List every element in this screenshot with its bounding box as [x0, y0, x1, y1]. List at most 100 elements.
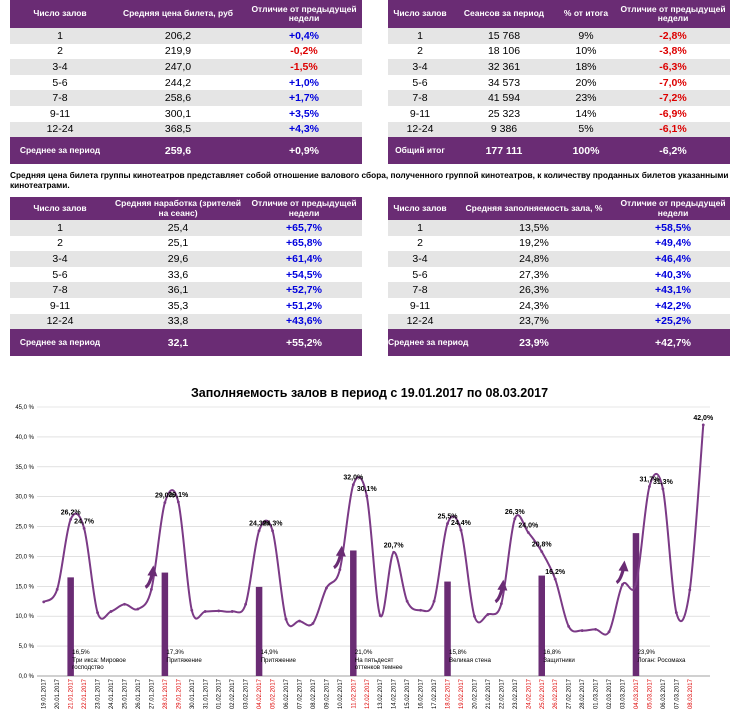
- point-label: 31,3%: [653, 479, 674, 486]
- x-tick-label: 19.01.2017: [42, 678, 48, 709]
- bar-value-label: 21,0%: [355, 649, 373, 656]
- value-cell: 25,4: [110, 220, 246, 236]
- x-tick-label: 02.03.2017: [607, 678, 613, 709]
- x-tick-label: 24.02.2017: [526, 678, 532, 709]
- y-tick-label: 5,0 %: [19, 644, 35, 650]
- x-tick-label: 23.02.2017: [513, 678, 519, 709]
- x-tick-label: 02.02.2017: [230, 678, 236, 709]
- table-row: 12-24 33,8 +43,6%: [10, 313, 362, 330]
- halls-cell: 2: [388, 43, 452, 60]
- diff-cell: +43,1%: [616, 282, 730, 298]
- bar-value-label: 15,8%: [449, 649, 467, 656]
- point-label: 20,8%: [532, 542, 553, 549]
- value-cell: 33,8: [110, 313, 246, 330]
- table-row: 7-8 36,1 +52,7%: [10, 282, 362, 298]
- table-row: 5-6 33,6 +54,5%: [10, 266, 362, 283]
- bar: [67, 577, 74, 676]
- ticket-price-note: Средняя цена билета группы кинотеатров п…: [10, 170, 729, 190]
- header-avg-price: Средняя цена билета, руб: [110, 0, 246, 28]
- data-point: [203, 610, 207, 613]
- y-tick-label: 10,0 %: [15, 614, 34, 620]
- value-cell: 24,8%: [452, 251, 616, 267]
- halls-cell: 7-8: [10, 90, 110, 106]
- table-row: 9-11 25 323 14% -6,9%: [388, 105, 730, 122]
- total-label-cell: Среднее за период: [10, 329, 110, 357]
- table-row: 3-4 24,8% +46,4%: [388, 251, 730, 267]
- diff-cell: -3,8%: [616, 43, 730, 60]
- header-diff: Отличие от предыдущей недели: [616, 197, 730, 220]
- diff-cell: -1,5%: [246, 59, 362, 75]
- halls-cell: 1: [388, 28, 452, 44]
- value-cell: 41 594: [452, 90, 556, 106]
- sessions-table: Число залов Сеансов за период % от итога…: [388, 0, 730, 165]
- point-label: 42,0%: [693, 415, 714, 422]
- data-point: [284, 617, 288, 621]
- data-point: [607, 630, 611, 634]
- value-cell: 18 106: [452, 43, 556, 60]
- percent-cell: 9%: [556, 28, 616, 44]
- data-point: [688, 588, 692, 592]
- header-diff: Отличие от предыдущей недели: [246, 197, 362, 220]
- diff-cell: +61,4%: [246, 251, 362, 267]
- value-cell: 25,1: [110, 235, 246, 252]
- halls-cell: 1: [10, 28, 110, 44]
- diff-cell: +0,4%: [246, 28, 362, 44]
- total-diff-cell: +55,2%: [246, 329, 362, 357]
- x-tick-label: 04.03.2017: [634, 678, 640, 709]
- data-point: [459, 528, 463, 532]
- value-cell: 19,2%: [452, 235, 616, 252]
- point-label: 29,1%: [168, 492, 189, 499]
- x-tick-label: 20.02.2017: [472, 678, 478, 709]
- x-tick-label: 03.02.2017: [244, 678, 250, 709]
- x-tick-label: 27.01.2017: [149, 678, 155, 709]
- x-tick-label: 29.01.2017: [176, 678, 182, 709]
- x-tick-label: 05.02.2017: [271, 678, 277, 709]
- x-tick-label: 24.01.2017: [109, 678, 115, 709]
- total-label-cell: Среднее за период: [10, 137, 110, 165]
- x-tick-label: 01.03.2017: [594, 678, 600, 709]
- total-diff-cell: -6,2%: [616, 137, 730, 165]
- table-row: 2 18 106 10% -3,8%: [388, 43, 730, 60]
- data-point: [526, 531, 530, 534]
- halls-cell: 9-11: [10, 297, 110, 314]
- x-tick-label: 06.02.2017: [284, 678, 290, 709]
- x-tick-label: 21.02.2017: [486, 678, 492, 709]
- table-row: 12-24 23,7% +25,2%: [388, 313, 730, 330]
- data-point: [567, 624, 571, 628]
- diff-cell: +1,0%: [246, 74, 362, 91]
- data-point: [392, 550, 396, 554]
- data-point: [553, 577, 557, 581]
- data-point: [405, 599, 409, 603]
- x-tick-label: 09.02.2017: [324, 678, 330, 709]
- percent-cell: 18%: [556, 59, 616, 75]
- point-label: 24,4%: [451, 520, 472, 527]
- data-point: [419, 608, 423, 612]
- data-point: [176, 500, 180, 504]
- table-row: 7-8 41 594 23% -7,2%: [388, 90, 730, 106]
- table-row: 1 25,4 +65,7%: [10, 220, 362, 236]
- halls-cell: 3-4: [388, 59, 452, 75]
- header-diff: Отличие от предыдущей недели: [616, 0, 730, 28]
- bar: [444, 581, 451, 676]
- x-tick-label: 12.02.2017: [365, 678, 371, 709]
- x-tick-label: 20.01.2017: [55, 678, 61, 709]
- percent-cell: 10%: [556, 43, 616, 60]
- table-row: 9-11 35,3 +51,2%: [10, 297, 362, 314]
- x-tick-label: 18.02.2017: [446, 678, 452, 709]
- header-halls: Число залов: [388, 0, 452, 28]
- value-cell: 25 323: [452, 105, 556, 122]
- total-label-cell: Общий итог: [388, 137, 452, 165]
- hall-occupancy-table: Число залов Средняя заполняемость зала, …: [388, 197, 730, 357]
- value-cell: 258,6: [110, 90, 246, 106]
- point-label: 24,7%: [74, 518, 95, 525]
- diff-cell: -0,2%: [246, 43, 362, 60]
- diff-cell: +51,2%: [246, 297, 362, 314]
- halls-cell: 2: [10, 43, 110, 60]
- data-point: [298, 619, 301, 623]
- bar-value-label: 16,5%: [72, 649, 90, 656]
- data-point: [271, 529, 274, 533]
- value-cell: 26,3%: [452, 282, 616, 298]
- data-point: [42, 600, 46, 604]
- point-label: 32,0%: [343, 475, 364, 482]
